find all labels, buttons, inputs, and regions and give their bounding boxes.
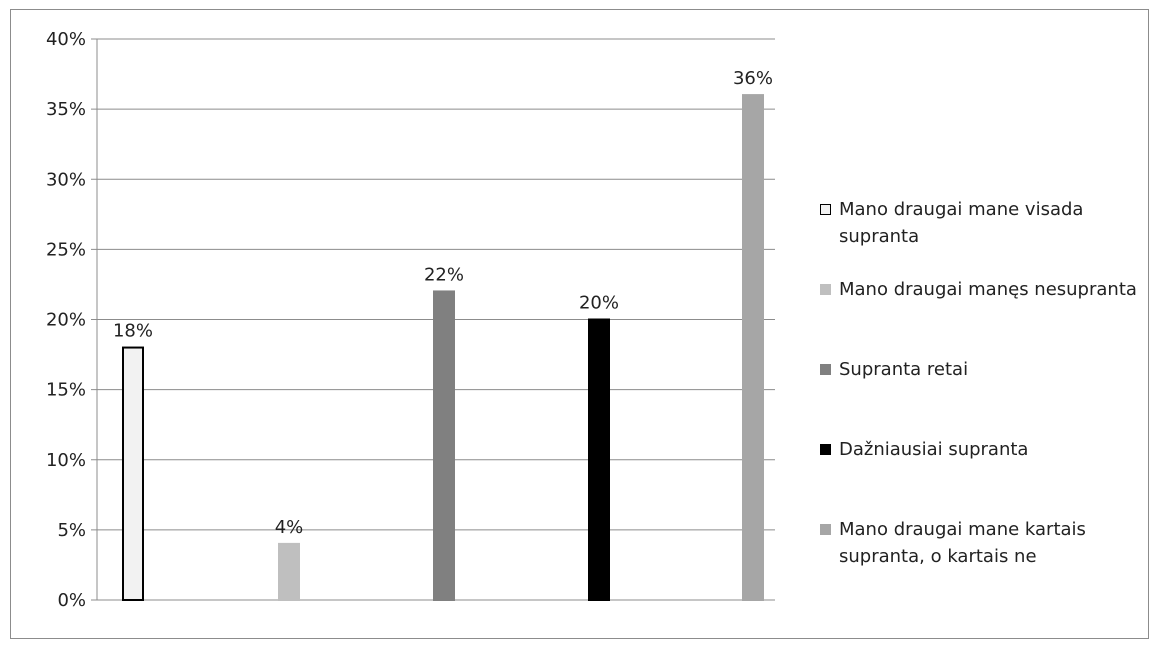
legend-label-3: Dažniausiai supranta: [839, 439, 1029, 460]
y-tick-label-40: 40%: [46, 29, 86, 50]
y-tick-label-30: 30%: [46, 169, 86, 190]
legend-label-0: Mano draugai mane visada supranta: [839, 199, 1084, 247]
legend-swatch-3: [820, 444, 831, 455]
bar-2: [433, 290, 455, 601]
y-tick-label-0: 0%: [57, 590, 86, 611]
data-label-3: 20%: [579, 293, 619, 314]
y-tick-label-25: 25%: [46, 239, 86, 260]
legend-item-1: Mano draugai manęs nesupranta: [820, 276, 1149, 303]
bar-4: [742, 94, 764, 601]
y-tick-label-15: 15%: [46, 380, 86, 401]
data-labels: 18% 4% 22% 20% 36%: [113, 68, 773, 538]
data-label-4: 36%: [733, 68, 773, 89]
legend-label-4: Mano draugai mane kartais supranta, o ka…: [839, 519, 1086, 567]
legend-item-4: Mano draugai mane kartais supranta, o ka…: [820, 516, 1149, 570]
y-tick-label-20: 20%: [46, 310, 86, 331]
legend-swatch-1: [820, 284, 831, 295]
data-label-0: 18%: [113, 321, 153, 342]
gridlines: [97, 38, 775, 531]
legend-swatch-4: [820, 524, 831, 535]
bar-0: [122, 346, 144, 601]
legend-swatch-0: [820, 204, 831, 215]
y-tick-label-10: 10%: [46, 450, 86, 471]
bar-3: [588, 318, 610, 601]
legend-label-2: Supranta retai: [839, 359, 969, 380]
legend-item-2: Supranta retai: [820, 356, 1149, 383]
legend-swatch-2: [820, 364, 831, 375]
legend-item-0: Mano draugai mane visada supranta: [820, 196, 1149, 250]
y-tick-label-35: 35%: [46, 99, 86, 120]
data-label-2: 22%: [424, 264, 464, 285]
legend-label-1: Mano draugai manęs nesupranta: [839, 279, 1137, 300]
y-tick-label-5: 5%: [57, 520, 86, 541]
y-axis-tick-labels: 0% 5% 10% 15% 20% 25% 30% 35% 40%: [46, 29, 86, 611]
legend-item-3: Dažniausiai supranta: [820, 436, 1149, 463]
bar-1: [278, 542, 300, 602]
data-label-1: 4%: [275, 517, 304, 538]
bars: [122, 94, 764, 602]
chart-frame: [10, 9, 1149, 639]
